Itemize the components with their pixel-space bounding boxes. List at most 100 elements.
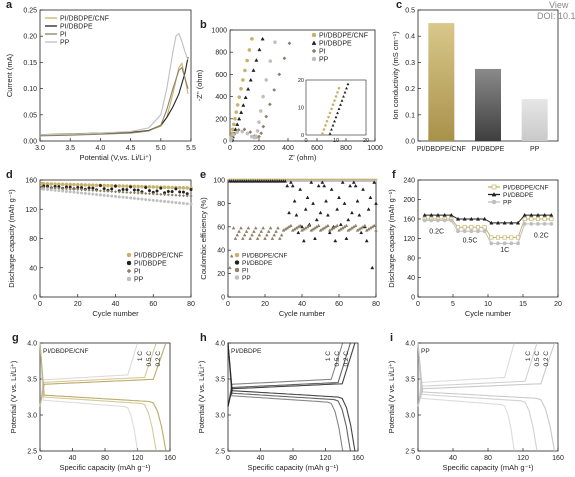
panel-f-point: [509, 241, 514, 246]
panel-c-y-tick-label: 0.3: [405, 60, 415, 67]
panel-a-y-tick-label: 0.05: [23, 112, 37, 119]
panel-f-x-tick-label: 20: [554, 301, 562, 308]
panel-b-point: [242, 127, 247, 132]
panel-f-point: [429, 218, 434, 223]
panel-h-y-tick-label: 2.5: [215, 449, 225, 456]
panel-f-x-tick-label: 10: [484, 301, 492, 308]
panel-d-point: [57, 189, 61, 193]
panel-b-point: [332, 119, 337, 123]
panel-d-point: [128, 190, 133, 195]
panel-e-point: [292, 199, 297, 203]
panel-a-y-tick-label: 0.00: [23, 139, 37, 146]
panel-f-point: [462, 216, 467, 221]
panel-d-point: [60, 182, 65, 187]
panel-d-point: [42, 187, 46, 191]
panel-c-bar: [521, 99, 548, 141]
panel-b-inset-x-tick-label: 10: [333, 138, 339, 144]
panel-d-point: [163, 199, 167, 203]
view-link[interactable]: View: [549, 0, 569, 10]
panel-f-y-tick-label: 80: [407, 256, 415, 263]
panel-a-series-line: [39, 66, 189, 137]
panel-f-point: [502, 235, 507, 240]
panel-d-point: [181, 185, 186, 190]
panel-b-point: [257, 47, 262, 52]
panel-f-point: [469, 225, 474, 230]
panel-e-point: [261, 226, 265, 230]
panel-a-x-tick-label: 3.0: [35, 145, 45, 152]
panel-e-point: [231, 226, 236, 230]
panel-b-point: [251, 68, 256, 72]
panel-e-point: [324, 199, 328, 203]
panel-e-point: [372, 223, 376, 227]
panel-b-point: [240, 129, 245, 134]
panel-f-point: [455, 216, 461, 221]
panel-b-point: [311, 40, 317, 45]
panel-d-point: [132, 184, 137, 189]
panel-f-point: [449, 218, 454, 223]
panel-e-point: [268, 226, 273, 230]
panel-b-point: [340, 99, 344, 102]
panel-d-point: [136, 191, 140, 195]
panel-e-legend-label: PI/DBDPE/CNF: [242, 253, 288, 260]
panel-i-x-tick-label: 160: [552, 455, 564, 462]
panel-d-point: [95, 192, 99, 197]
panel-b-point: [267, 102, 272, 107]
panel-d-point: [98, 189, 103, 193]
panel-b-y-tick-label: 1000: [211, 28, 227, 35]
panel-b-point: [331, 103, 335, 107]
panel-b-point: [241, 103, 246, 107]
panel-d-point: [121, 190, 125, 194]
panel-e-point: [374, 179, 378, 183]
panel-d-point: [68, 190, 72, 194]
panel-e-point: [374, 201, 378, 205]
panel-e-point: [338, 222, 343, 226]
panel-e-y-tick-label: 20: [217, 271, 225, 278]
panel-c-y-tick-label: 0.0: [405, 139, 415, 146]
panel-d-point: [83, 183, 88, 187]
panel-e-point: [294, 213, 299, 217]
panel-d-legend-label: PP: [134, 277, 144, 284]
panel-b-frame: [229, 29, 376, 142]
panel-e-point: [337, 195, 341, 199]
panel-h-y-tick-label: 4.0: [215, 341, 225, 348]
panel-e-point: [259, 229, 264, 233]
panel-d-point: [185, 202, 189, 206]
panel-b-y-tick-label: 200: [215, 116, 227, 123]
panel-i-letter: i: [390, 332, 393, 344]
panel-b-point: [261, 94, 265, 99]
panel-b-point: [231, 122, 236, 127]
panel-e-point: [276, 226, 280, 230]
panel-d-point: [94, 188, 99, 193]
panel-b-point: [245, 131, 250, 136]
panel-g-charge-curve: [39, 342, 139, 407]
panel-c-category-label: PP: [530, 146, 540, 153]
panel-e-point: [344, 236, 349, 240]
panel-e-legend-label: PP: [242, 275, 251, 282]
panel-b-point: [333, 99, 336, 102]
panel-b-point: [287, 41, 292, 46]
panel-i-x-tick-label: 120: [517, 455, 529, 462]
panel-d-point: [98, 193, 102, 197]
panel-f-legend-label: PI/DBDPE: [503, 192, 534, 199]
panel-d-point: [181, 201, 185, 205]
panel-f-point: [422, 212, 427, 217]
panel-d-point: [151, 192, 155, 196]
panel-f-point: [482, 229, 487, 234]
panel-d-point: [132, 196, 136, 200]
panel-f-legend-label: PI/DBDPE/CNF: [503, 185, 549, 192]
panel-i-discharge-curve: [417, 342, 556, 452]
panel-b-point: [245, 58, 249, 63]
panel-d-point: [79, 183, 84, 187]
panel-d-point: [113, 194, 118, 199]
panel-d-point: [170, 200, 174, 204]
panel-e-point: [351, 180, 356, 184]
panel-d-point: [159, 186, 163, 190]
panel-b-point: [235, 122, 240, 126]
panel-i-y-tick-label: 3.5: [405, 377, 415, 384]
panel-d-point: [109, 183, 114, 188]
panel-e-point: [298, 223, 302, 227]
panel-f-y-tick-label: 240: [403, 178, 415, 185]
panel-a-y-axis-label: Current (mA): [5, 53, 14, 97]
panel-d-point: [147, 189, 152, 193]
